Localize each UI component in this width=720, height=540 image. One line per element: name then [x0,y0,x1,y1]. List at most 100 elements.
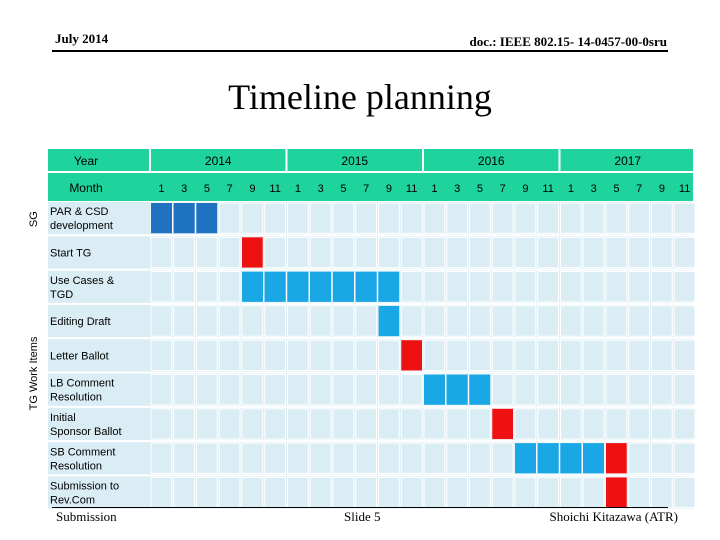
grid-cell [196,236,218,269]
month-tick-7: 7 [500,183,506,195]
grid-cell [582,202,605,234]
month-tick-3: 3 [591,183,597,195]
grid-cell [218,236,241,269]
grid-cell [628,202,650,234]
grid-cell [537,374,559,406]
grid-cell [491,271,514,303]
grid-cell [537,476,559,509]
grid-cell [400,305,423,337]
footer-author: Shoichi Kitazawa (ATR) [549,509,678,524]
grid-cell [651,202,673,234]
grid-cell [309,339,332,372]
grid-cell [605,202,628,234]
grid-cell [537,271,559,303]
grid-cell [469,202,491,234]
gantt-bar-dark-blue [151,203,218,234]
grid-cell [605,408,628,440]
month-tick-9: 9 [659,183,665,195]
grid-cell [423,339,446,372]
row-label: Start TG [50,247,91,259]
grid-cell [218,476,241,509]
grid-cell [309,374,332,406]
month-tick-1: 1 [158,183,164,195]
grid-cell [673,339,696,372]
grid-cell [560,339,582,372]
month-tick-3: 3 [318,183,324,195]
grid-cell [582,374,605,406]
grid-cell [241,305,264,337]
year-2017: 2017 [614,154,641,168]
grid-cell [241,476,264,509]
row-label: SB Comment [50,446,115,458]
grid-cell [628,442,650,474]
group-label-tg: TG Work Items [28,336,40,410]
gantt-bar-red [606,477,627,508]
month-tick-11: 11 [269,183,280,195]
grid-cell [309,442,332,474]
grid-cell [469,408,491,440]
grid-cell [218,305,241,337]
grid-cell [469,476,491,509]
grid-cell [446,305,468,337]
year-2016: 2016 [478,154,505,168]
group-label-sg: SG [28,211,40,227]
grid-cell [332,442,355,474]
grid-cell [196,408,218,440]
grid-cell [378,374,400,406]
row-label: Letter Ballot [50,350,109,362]
gantt-bar-light-blue [424,374,491,405]
grid-cell [560,408,582,440]
grid-cell [537,202,559,234]
slide-title: Timeline planning [228,77,492,117]
month-tick-5: 5 [613,183,619,195]
grid-cell [651,476,673,509]
grid-cell [264,202,286,234]
grid-cell [446,236,468,269]
month-label: Month [69,181,102,195]
month-header-row [48,173,693,201]
month-tick-1: 1 [295,183,301,195]
grid-cell [150,408,173,440]
grid-cell [150,236,173,269]
grid-cell [651,271,673,303]
grid-cell [150,305,173,337]
grid-cell [446,339,468,372]
grid-cell [423,305,446,337]
grid-cell [514,271,537,303]
grid-cell [173,305,195,337]
grid-cell [423,236,446,269]
grid-cell [628,476,650,509]
grid-cell [173,374,195,406]
grid-cell [218,442,241,474]
grid-cell [651,305,673,337]
grid-cell [469,305,491,337]
grid-cell [673,236,696,269]
month-tick-5: 5 [477,183,483,195]
grid-cell [173,476,195,509]
header-rule [52,50,668,52]
grid-cell [287,202,309,234]
grid-cell [446,476,468,509]
grid-cell [150,271,173,303]
month-tick-11: 11 [542,183,553,195]
month-tick-9: 9 [386,183,392,195]
month-tick-1: 1 [431,183,437,195]
grid-cell [332,374,355,406]
header-doc-id: doc.: IEEE 802.15- 14-0457-00-0sru [469,34,667,49]
header-date: July 2014 [55,31,109,46]
grid-cell [150,476,173,509]
grid-cell [309,305,332,337]
grid-cell [287,339,309,372]
grid-cell [355,408,377,440]
grid-cell [264,442,286,474]
month-tick-3: 3 [454,183,460,195]
grid-cell [378,408,400,440]
grid-cell [537,236,559,269]
grid-cell [173,339,195,372]
grid-cell [673,374,696,406]
grid-cell [196,305,218,337]
month-tick-7: 7 [636,183,642,195]
grid-cell [378,476,400,509]
grid-cell [241,339,264,372]
